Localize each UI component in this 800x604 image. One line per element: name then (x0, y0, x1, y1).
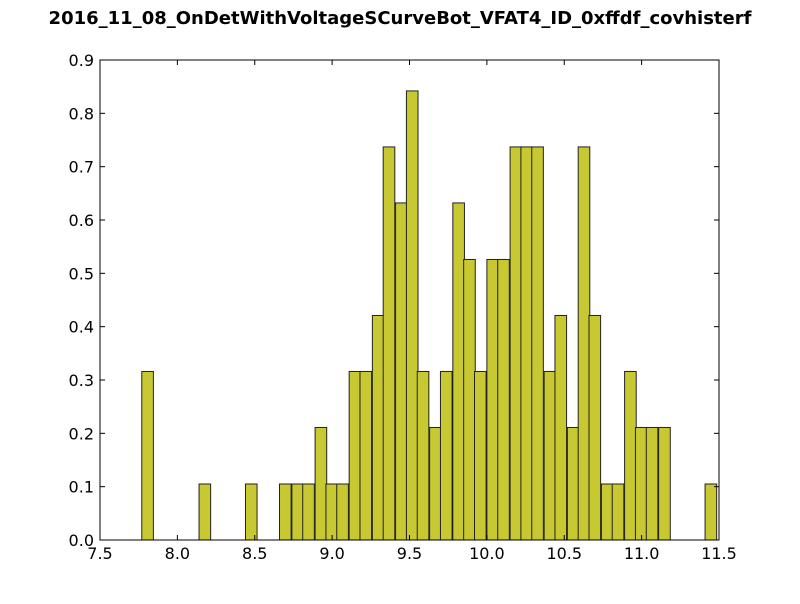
histogram-bar (429, 426, 442, 541)
histogram-bar (395, 202, 408, 541)
histogram-bar (359, 370, 373, 541)
histogram-bar (531, 146, 544, 541)
x-tick-label: 11.0 (624, 544, 660, 563)
histogram-bar (405, 90, 419, 541)
chart-title: 2016_11_08_OnDetWithVoltageSCurveBot_VFA… (48, 8, 752, 29)
histogram-bar (198, 483, 212, 541)
histogram-bar (382, 146, 396, 541)
histogram-bar (658, 426, 671, 541)
histogram-bar (704, 483, 718, 541)
histogram-bar (543, 370, 557, 541)
histogram-bar (141, 370, 154, 541)
histogram-bar (439, 370, 453, 541)
y-tick-label: 0.1 (69, 478, 94, 497)
histogram-bar (452, 202, 465, 541)
y-tick-label: 0.5 (69, 264, 94, 283)
histogram-bar (314, 426, 328, 541)
histogram-bar (336, 483, 349, 541)
histogram-bar (416, 370, 430, 541)
histogram-bar (325, 483, 339, 541)
histogram-bar (291, 483, 305, 541)
x-tick-label: 9.5 (397, 544, 422, 563)
histogram-bar (634, 426, 648, 541)
histogram-bar (554, 314, 568, 541)
histogram-bar (566, 426, 580, 541)
x-tick-label: 10.0 (469, 544, 505, 563)
histogram-bar (588, 314, 602, 541)
histogram-bar (520, 146, 534, 541)
x-tick-label: 8.5 (242, 544, 267, 563)
y-tick-label: 0.4 (69, 318, 94, 337)
y-tick-label: 0.0 (69, 531, 94, 550)
histogram-bar (486, 258, 499, 541)
y-tick-label: 0.9 (69, 51, 94, 70)
x-tick-label: 10.5 (546, 544, 582, 563)
y-tick-label: 0.2 (69, 424, 94, 443)
histogram-bar (348, 370, 362, 541)
histogram-bar (624, 370, 637, 541)
histogram-bar (600, 483, 614, 541)
histogram-bar (371, 314, 385, 541)
histogram-bar (302, 483, 315, 541)
x-tick-label: 11.5 (701, 544, 737, 563)
x-tick-label: 7.5 (87, 544, 112, 563)
histogram-bar (577, 146, 591, 541)
histogram-bar (279, 483, 292, 541)
y-tick-label: 0.6 (69, 211, 94, 230)
histogram-bar (497, 258, 510, 541)
histogram-bar (474, 370, 487, 541)
histogram-bar (463, 258, 476, 541)
histogram-bar (611, 483, 625, 541)
y-tick-label: 0.3 (69, 371, 94, 390)
y-tick-label: 0.8 (69, 104, 94, 123)
histogram-bar (645, 426, 659, 541)
histogram-bar (244, 483, 258, 541)
x-tick-label: 8.0 (165, 544, 190, 563)
y-tick-label: 0.7 (69, 158, 94, 177)
histogram-bar (509, 146, 523, 541)
x-tick-label: 9.0 (319, 544, 344, 563)
